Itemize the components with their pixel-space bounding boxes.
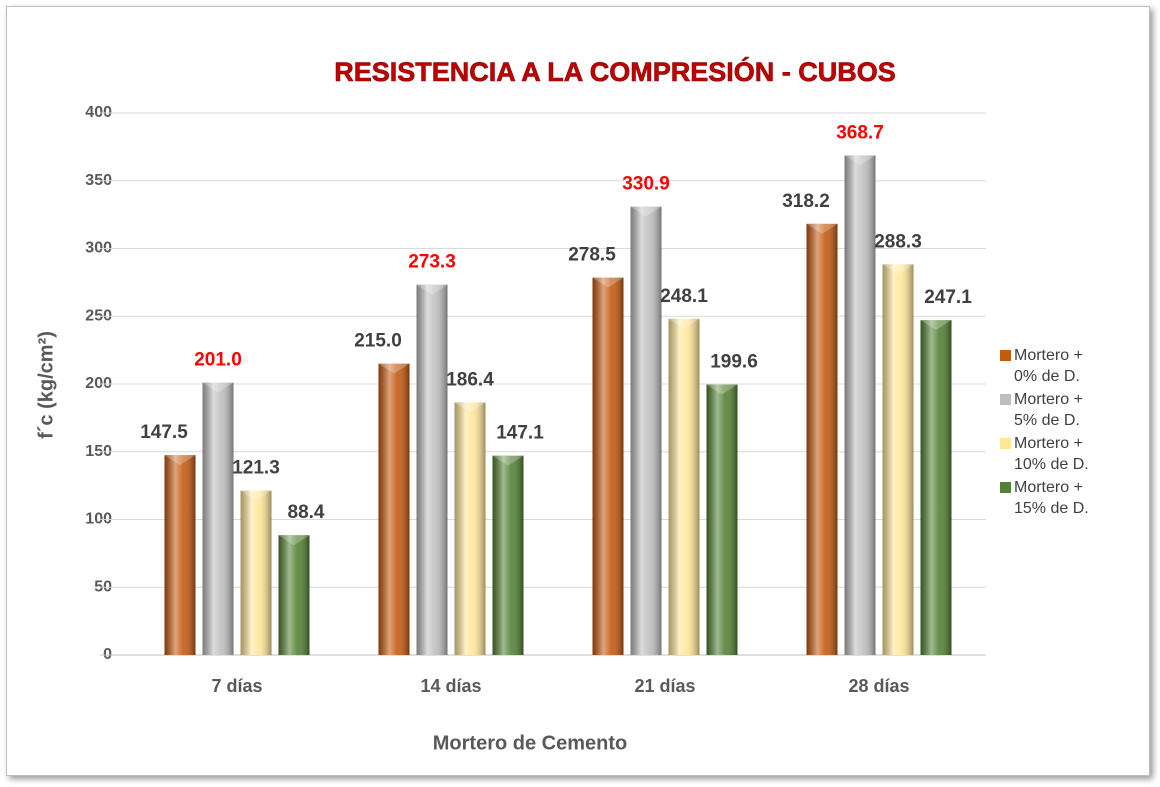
data-label: 273.3 [408,252,456,273]
data-label: 248.1 [660,286,708,307]
y-tick-label: 300 [85,240,112,257]
data-label: 215.0 [354,331,402,352]
bar-cap [378,363,410,374]
bar-cap [920,320,952,331]
data-label: 199.6 [710,352,758,373]
data-label: 330.9 [622,174,670,195]
bar-shading [668,318,700,655]
x-tick-label: 21 días [634,676,695,696]
bar-cap [492,455,524,466]
y-tick-label: 150 [85,443,112,460]
bar-shading [920,320,952,655]
bar-cap [202,382,234,393]
chart-title: RESISTENCIA A LA COMPRESIÓN - CUBOS [334,56,896,87]
legend-swatch [1000,394,1011,405]
bar-shading [278,535,310,655]
bar-cap [416,284,448,295]
bar-shading [454,402,486,655]
bar-cap [806,223,838,234]
bar-shading [882,264,914,655]
bar-shading [706,384,738,655]
legend-item: Mortero + 10% de D. [1000,433,1130,475]
data-label: 368.7 [836,122,884,143]
y-tick-label: 400 [85,104,112,121]
bar-cap [278,535,310,546]
data-label: 147.5 [140,422,188,443]
data-label: 186.4 [446,369,494,390]
x-axis-label: Mortero de Cemento [433,732,627,754]
legend-label: Mortero + 10% de D. [1014,435,1089,473]
legend-item: Mortero + 15% de D. [1000,477,1130,519]
x-tick-label: 14 días [420,676,481,696]
legend-label: Mortero + 15% de D. [1014,479,1089,517]
y-tick-label: 350 [85,172,112,189]
bar-shading [240,490,272,655]
bar-shading [592,277,624,655]
legend-item: Mortero + 5% de D. [1000,389,1130,431]
data-label: 121.3 [232,458,280,479]
bar-shading [806,223,838,656]
data-label: 278.5 [568,245,616,266]
data-label: 318.2 [782,191,830,212]
bar-cap [844,155,876,166]
x-tick-label: 7 días [211,676,262,696]
data-label: 247.1 [924,287,972,308]
data-label: 147.1 [496,423,544,444]
bar-shading [164,455,196,655]
data-label: 88.4 [288,502,325,523]
y-tick-label: 200 [85,375,112,392]
bar-shading [492,455,524,655]
bar-cap [882,264,914,275]
bar-cap [706,384,738,395]
y-tick-label: 100 [85,511,112,528]
legend-swatch [1000,350,1011,361]
bar-shading [202,382,234,655]
bar-cap [164,455,196,466]
chart-frame [6,6,1150,776]
bar-cap [668,318,700,329]
y-tick-label: 250 [85,307,112,324]
bar-shading [416,284,448,655]
bar-cap [454,402,486,413]
bar-shading [630,206,662,655]
legend-swatch [1000,482,1011,493]
bar-cap [592,277,624,288]
legend-label: Mortero + 0% de D. [1014,347,1083,385]
bar-shading [844,155,876,655]
legend-swatch [1000,438,1011,449]
legend-item: Mortero + 0% de D. [1000,345,1130,387]
legend-label: Mortero + 5% de D. [1014,391,1083,429]
bar-cap [630,206,662,217]
data-label: 288.3 [874,231,922,252]
data-label: 201.0 [194,350,242,371]
bar-shading [378,363,410,655]
bar-cap [240,490,272,501]
y-axis-label: f´c (kg/cm²) [35,331,57,439]
legend: Mortero + 0% de D. Mortero + 5% de D. Mort… [1000,345,1130,521]
x-tick-label: 28 días [848,676,909,696]
